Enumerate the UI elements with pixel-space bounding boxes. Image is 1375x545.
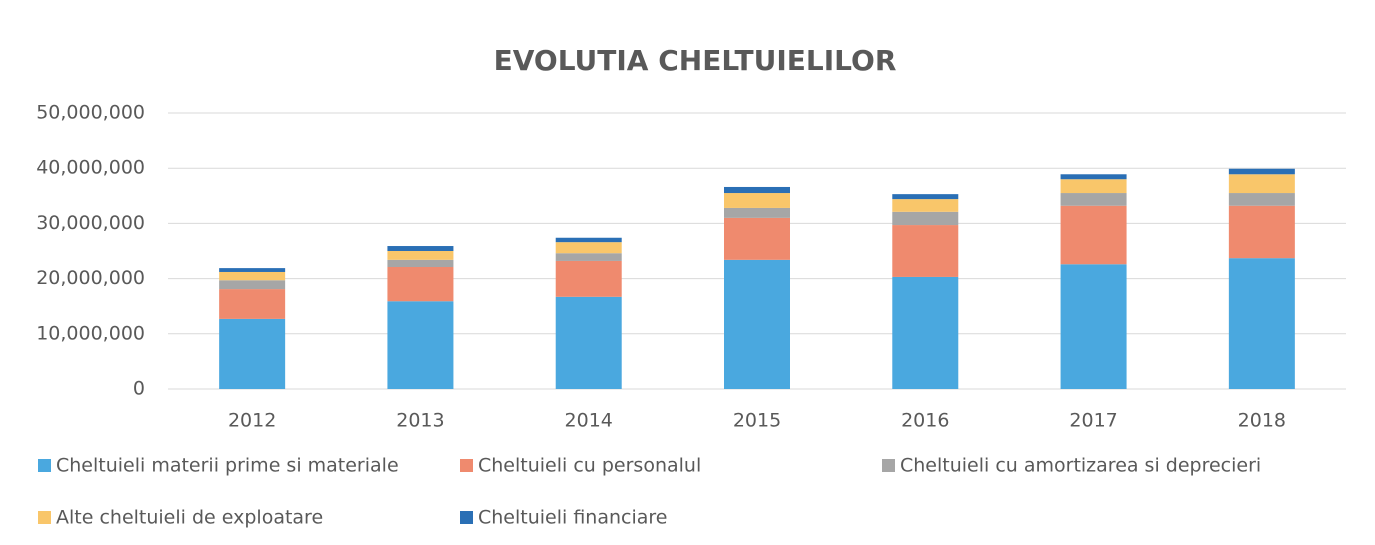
- bar-segment: [724, 259, 790, 389]
- y-tick-label: 40,000,000: [36, 157, 145, 179]
- bar-segment: [724, 186, 790, 194]
- bar-segment: [724, 207, 790, 218]
- x-tick-label: 2015: [733, 410, 781, 432]
- bar-segment: [387, 301, 454, 389]
- bar-segment: [387, 259, 454, 268]
- y-tick-label: 30,000,000: [36, 212, 145, 234]
- chart-title: EVOLUTIA CHELTUIELILOR: [494, 44, 897, 77]
- legend-swatch: [38, 459, 51, 472]
- y-tick-label: 0: [133, 378, 145, 400]
- bar-segment: [219, 318, 286, 389]
- y-tick-label: 20,000,000: [36, 267, 145, 289]
- bar-segment: [219, 271, 286, 281]
- bar-segment: [1060, 205, 1127, 265]
- x-tick-label: 2016: [901, 410, 949, 432]
- x-tick-label: 2018: [1238, 410, 1286, 432]
- bar-segment: [724, 193, 790, 208]
- legend-swatch: [38, 511, 51, 524]
- bar-segment: [1060, 264, 1127, 389]
- legend-label: Cheltuieli cu personalul: [478, 455, 701, 477]
- bar-segment: [555, 242, 622, 254]
- bar-segment: [1060, 193, 1127, 206]
- legend-swatch: [460, 511, 473, 524]
- legend-label: Cheltuieli financiare: [478, 507, 667, 529]
- bar-segment: [219, 280, 286, 290]
- bar-segment: [1228, 168, 1295, 175]
- bar-segment: [555, 237, 622, 243]
- bar-segment: [892, 225, 959, 277]
- legend-swatch: [460, 459, 473, 472]
- bar-segment: [219, 289, 286, 319]
- bar-segment: [387, 251, 454, 260]
- bar-segment: [892, 211, 959, 226]
- legend-swatch: [882, 459, 895, 472]
- bar-segment: [555, 296, 622, 389]
- bar-segment: [892, 194, 959, 200]
- bar-segment: [555, 260, 622, 297]
- x-tick-label: 2014: [565, 410, 613, 432]
- bar-segment: [555, 253, 622, 261]
- x-tick-label: 2013: [396, 410, 444, 432]
- legend-label: Alte cheltuieli de exploatare: [56, 507, 323, 529]
- bar-segment: [1228, 174, 1295, 194]
- legend-label: Cheltuieli materii prime si materiale: [56, 455, 399, 477]
- y-tick-label: 50,000,000: [36, 102, 145, 124]
- bar-segment: [892, 276, 959, 389]
- bar-segment: [219, 268, 286, 272]
- legend-label: Cheltuieli cu amortizarea si deprecieri: [900, 455, 1261, 477]
- y-tick-label: 10,000,000: [36, 322, 145, 344]
- x-tick-label: 2012: [228, 410, 276, 432]
- bar-segment: [387, 267, 454, 302]
- bar-segment: [724, 217, 790, 260]
- bar-segment: [892, 199, 959, 212]
- x-tick-label: 2017: [1069, 410, 1117, 432]
- bar-segment: [1228, 193, 1295, 206]
- bar-segment: [1228, 205, 1295, 259]
- bar-segment: [1060, 174, 1127, 180]
- bar-segment: [1228, 258, 1295, 389]
- bar-segment: [387, 246, 454, 251]
- bar-segment: [1060, 179, 1127, 194]
